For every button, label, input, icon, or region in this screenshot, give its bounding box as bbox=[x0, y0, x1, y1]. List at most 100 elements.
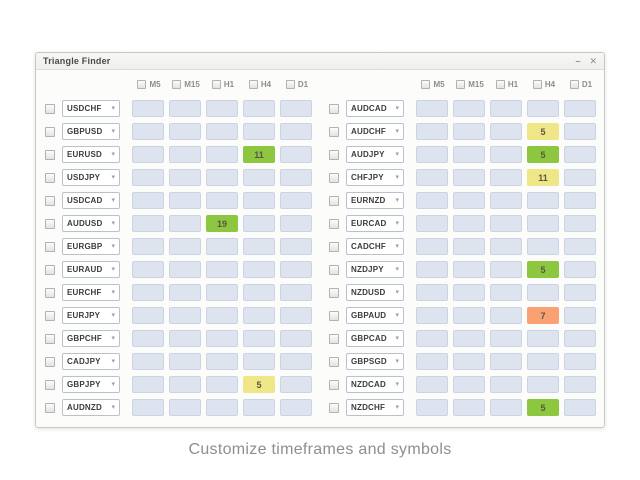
signal-cell-h1 bbox=[490, 353, 522, 370]
chevron-down-icon: ▾ bbox=[111, 381, 115, 388]
symbol-dropdown[interactable]: EURNZD ▾ bbox=[346, 192, 404, 209]
symbol-dropdown[interactable]: USDJPY ▾ bbox=[62, 169, 120, 186]
symbol-dropdown[interactable]: EURGBP ▾ bbox=[62, 238, 120, 255]
row-checkbox[interactable] bbox=[45, 149, 55, 160]
symbol-dropdown[interactable]: AUDUSD ▾ bbox=[62, 215, 120, 232]
row-checkbox[interactable] bbox=[45, 310, 55, 321]
symbol-row: EURAUD ▾ bbox=[45, 261, 313, 278]
window-titlebar[interactable]: Triangle Finder – ✕ bbox=[36, 53, 604, 70]
symbol-dropdown[interactable]: USDCHF ▾ bbox=[62, 100, 120, 117]
timeframe-checkbox-d1[interactable] bbox=[285, 80, 295, 89]
row-checkbox[interactable] bbox=[329, 195, 339, 206]
chevron-down-icon: ▾ bbox=[395, 358, 399, 365]
row-checkbox[interactable] bbox=[45, 379, 55, 390]
signal-cell-d1 bbox=[280, 238, 312, 255]
symbol-dropdown[interactable]: AUDJPY ▾ bbox=[346, 146, 404, 163]
row-checkbox[interactable] bbox=[329, 287, 339, 298]
symbol-dropdown[interactable]: GBPCHF ▾ bbox=[62, 330, 120, 347]
row-checkbox[interactable] bbox=[45, 356, 55, 367]
symbol-dropdown[interactable]: CADJPY ▾ bbox=[62, 353, 120, 370]
signal-cell-m5 bbox=[416, 307, 448, 324]
symbol-row: AUDCHF ▾ 5 bbox=[329, 123, 597, 140]
symbol-dropdown[interactable]: CADCHF ▾ bbox=[346, 238, 404, 255]
symbol-dropdown[interactable]: GBPSGD ▾ bbox=[346, 353, 404, 370]
window-content: M5 M15 H1 H4 D1 USDCHF ▾ GBPUSD ▾ EURUSD ▾ 11 USDJPY… bbox=[36, 70, 604, 416]
row-checkbox[interactable] bbox=[45, 241, 55, 252]
symbol-dropdown[interactable]: EURCHF ▾ bbox=[62, 284, 120, 301]
row-checkbox[interactable] bbox=[329, 333, 339, 344]
symbol-dropdown[interactable]: AUDCHF ▾ bbox=[346, 123, 404, 140]
chevron-down-icon: ▾ bbox=[395, 151, 399, 158]
signal-cell-m15 bbox=[453, 238, 485, 255]
symbol-row: EURCAD ▾ bbox=[329, 215, 597, 232]
signal-cell-d1 bbox=[280, 261, 312, 278]
symbol-dropdown[interactable]: NZDJPY ▾ bbox=[346, 261, 404, 278]
chevron-down-icon: ▾ bbox=[395, 105, 399, 112]
symbol-dropdown[interactable]: GBPCAD ▾ bbox=[346, 330, 404, 347]
row-checkbox[interactable] bbox=[329, 310, 339, 321]
symbol-dropdown[interactable]: GBPJPY ▾ bbox=[62, 376, 120, 393]
timeframe-checkbox-m15[interactable] bbox=[172, 80, 182, 89]
timeframe-column-h1: H1 bbox=[491, 80, 523, 89]
symbol-dropdown[interactable]: NZDUSD ▾ bbox=[346, 284, 404, 301]
signal-cell-d1 bbox=[564, 123, 596, 140]
symbol-pair-label: AUDCHF bbox=[351, 127, 386, 136]
timeframe-checkbox-h1[interactable] bbox=[211, 80, 221, 89]
row-checkbox[interactable] bbox=[45, 264, 55, 275]
timeframe-label: H1 bbox=[507, 80, 519, 89]
row-checkbox[interactable] bbox=[329, 264, 339, 275]
symbol-dropdown[interactable]: EURCAD ▾ bbox=[346, 215, 404, 232]
row-checkbox[interactable] bbox=[45, 126, 55, 137]
row-checkbox[interactable] bbox=[329, 103, 339, 114]
row-checkbox[interactable] bbox=[329, 402, 339, 413]
chevron-down-icon: ▾ bbox=[395, 128, 399, 135]
symbol-dropdown[interactable]: EURJPY ▾ bbox=[62, 307, 120, 324]
symbol-dropdown[interactable]: EURAUD ▾ bbox=[62, 261, 120, 278]
row-checkbox[interactable] bbox=[329, 241, 339, 252]
row-checkbox[interactable] bbox=[45, 172, 55, 183]
signal-cell-m15 bbox=[453, 353, 485, 370]
minimize-icon[interactable]: – bbox=[575, 55, 581, 66]
signal-cell-m15 bbox=[453, 284, 485, 301]
timeframe-checkbox-m15[interactable] bbox=[456, 80, 466, 89]
close-icon[interactable]: ✕ bbox=[589, 55, 597, 66]
row-checkbox[interactable] bbox=[329, 379, 339, 390]
row-checkbox[interactable] bbox=[45, 287, 55, 298]
timeframe-checkbox-h4[interactable] bbox=[532, 80, 542, 89]
row-checkbox[interactable] bbox=[45, 333, 55, 344]
symbol-dropdown[interactable]: GBPAUD ▾ bbox=[346, 307, 404, 324]
timeframe-checkbox-h1[interactable] bbox=[495, 80, 505, 89]
chevron-down-icon: ▾ bbox=[111, 220, 115, 227]
row-checkbox[interactable] bbox=[45, 195, 55, 206]
symbol-dropdown[interactable]: AUDNZD ▾ bbox=[62, 399, 120, 416]
symbol-dropdown[interactable]: USDCAD ▾ bbox=[62, 192, 120, 209]
timeframe-label: H4 bbox=[260, 80, 272, 89]
row-checkbox[interactable] bbox=[329, 218, 339, 229]
signal-cell-m15 bbox=[169, 399, 201, 416]
row-checkbox[interactable] bbox=[45, 402, 55, 413]
signal-cell-d1 bbox=[280, 330, 312, 347]
signal-cell-h1 bbox=[206, 261, 238, 278]
symbol-dropdown[interactable]: EURUSD ▾ bbox=[62, 146, 120, 163]
row-checkbox[interactable] bbox=[329, 126, 339, 137]
timeframe-checkbox-m5[interactable] bbox=[421, 80, 431, 89]
symbol-row: GBPUSD ▾ bbox=[45, 123, 313, 140]
symbol-dropdown[interactable]: AUDCAD ▾ bbox=[346, 100, 404, 117]
signal-cell-h4 bbox=[243, 169, 275, 186]
symbol-dropdown[interactable]: NZDCAD ▾ bbox=[346, 376, 404, 393]
timeframe-checkbox-h4[interactable] bbox=[248, 80, 258, 89]
chevron-down-icon: ▾ bbox=[111, 197, 115, 204]
symbol-pair-label: NZDJPY bbox=[351, 265, 384, 274]
symbol-dropdown[interactable]: NZDCHF ▾ bbox=[346, 399, 404, 416]
row-checkbox[interactable] bbox=[329, 356, 339, 367]
row-checkbox[interactable] bbox=[329, 172, 339, 183]
timeframe-checkbox-d1[interactable] bbox=[569, 80, 579, 89]
row-checkbox[interactable] bbox=[45, 218, 55, 229]
row-checkbox[interactable] bbox=[329, 149, 339, 160]
timeframe-checkbox-m5[interactable] bbox=[137, 80, 147, 89]
symbol-row: AUDJPY ▾ 5 bbox=[329, 146, 597, 163]
chevron-down-icon: ▾ bbox=[111, 151, 115, 158]
row-checkbox[interactable] bbox=[45, 103, 55, 114]
symbol-dropdown[interactable]: CHFJPY ▾ bbox=[346, 169, 404, 186]
symbol-dropdown[interactable]: GBPUSD ▾ bbox=[62, 123, 120, 140]
